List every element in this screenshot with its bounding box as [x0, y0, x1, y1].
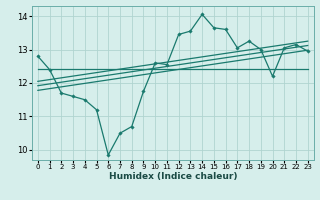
X-axis label: Humidex (Indice chaleur): Humidex (Indice chaleur) [108, 172, 237, 181]
